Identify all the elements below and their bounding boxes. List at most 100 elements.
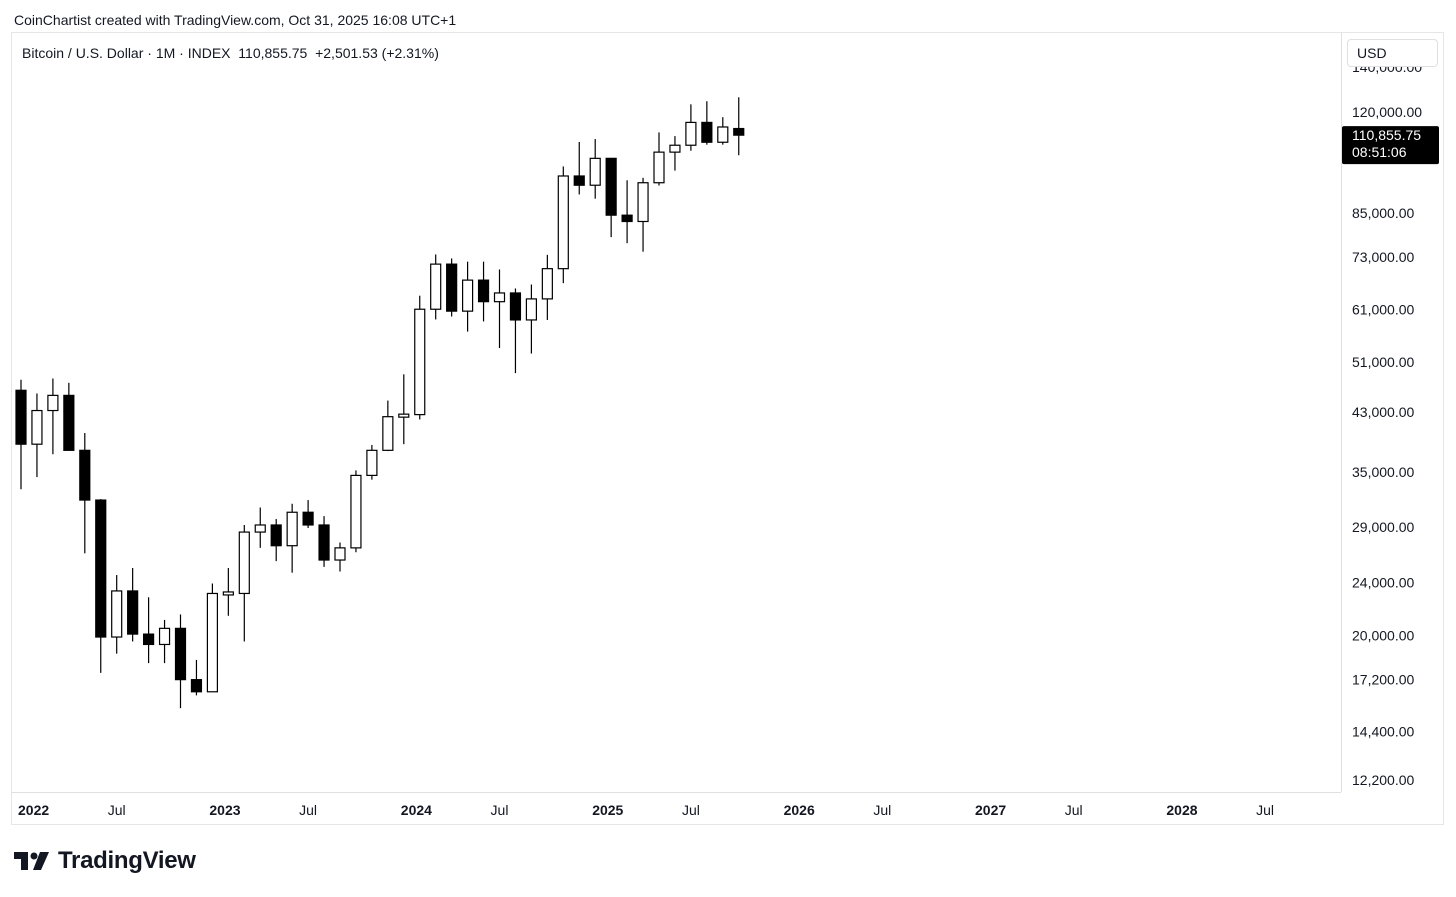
price-tick-label: 35,000.00 xyxy=(1352,464,1414,480)
price-tick-label: 17,200.00 xyxy=(1352,672,1414,688)
price-tick-label: 12,200.00 xyxy=(1352,772,1414,788)
candle[interactable] xyxy=(717,117,729,145)
candle-body-up xyxy=(382,416,394,451)
candle[interactable] xyxy=(238,524,250,642)
candle-body-up xyxy=(47,394,59,412)
candle-body-up xyxy=(206,592,218,693)
candle-body-down xyxy=(509,292,522,321)
candle[interactable] xyxy=(79,433,91,554)
candle[interactable] xyxy=(350,470,362,553)
candle[interactable] xyxy=(669,136,681,171)
candle-body-up xyxy=(430,263,442,310)
price-axis[interactable]: 200,000.00170,000.00140,000.00120,000.00… xyxy=(1341,2,1444,792)
candle[interactable] xyxy=(541,254,553,320)
legend-change: +2,501.53 (+2.31%) xyxy=(315,45,439,61)
candle[interactable] xyxy=(318,516,330,567)
candle[interactable] xyxy=(398,374,410,445)
price-tick-label: 14,400.00 xyxy=(1352,724,1414,740)
candle-body-down xyxy=(15,389,27,445)
candlestick-plot[interactable] xyxy=(11,32,1341,792)
candle[interactable] xyxy=(270,519,282,562)
candle[interactable] xyxy=(557,166,569,284)
candle-body-down xyxy=(733,127,745,136)
candle-body-up xyxy=(222,591,234,596)
chart-frame xyxy=(11,32,1444,825)
time-axis[interactable]: 2022 Jul 2023 Jul 2024 Jul 2025 Jul 2026 Jul 2027 J… xyxy=(11,792,1341,825)
candle-body-up xyxy=(685,121,697,146)
time-tick-label: 2024 xyxy=(401,802,432,818)
candle[interactable] xyxy=(190,659,203,696)
candle[interactable] xyxy=(254,507,266,548)
time-tick-label: Jul xyxy=(108,802,126,818)
candle-body-up xyxy=(717,126,729,143)
candle[interactable] xyxy=(589,139,601,199)
candle-body-up xyxy=(31,409,43,445)
candle[interactable] xyxy=(222,568,234,616)
candle[interactable] xyxy=(653,132,665,186)
currency-button[interactable]: USD xyxy=(1347,39,1438,67)
candle[interactable] xyxy=(127,568,139,642)
candle[interactable] xyxy=(509,288,522,374)
candle-body-down xyxy=(270,524,282,547)
candle[interactable] xyxy=(733,97,745,156)
candle-body-up xyxy=(158,627,171,646)
candle[interactable] xyxy=(366,444,378,480)
time-tick-label: 2028 xyxy=(1166,802,1197,818)
candle-body-up xyxy=(350,474,362,549)
price-tick-label: 29,000.00 xyxy=(1352,519,1414,535)
candle[interactable] xyxy=(621,180,633,244)
candle-body-down xyxy=(318,524,330,561)
time-axis-labels: 2022 Jul 2023 Jul 2024 Jul 2025 Jul 2026 Jul 2027 J… xyxy=(18,802,1274,818)
tradingview-logo-text: TradingView xyxy=(58,847,196,874)
candle-body-up xyxy=(254,524,266,533)
plot-area[interactable] xyxy=(11,32,1341,792)
candle-body-down xyxy=(127,590,139,635)
candle[interactable] xyxy=(685,104,697,151)
candle[interactable] xyxy=(63,382,75,451)
candle[interactable] xyxy=(462,261,474,332)
price-tick-label: 61,000.00 xyxy=(1352,302,1414,318)
time-tick-label: 2023 xyxy=(209,802,240,818)
candle[interactable] xyxy=(477,261,490,322)
candle[interactable] xyxy=(573,141,585,195)
candle[interactable] xyxy=(334,542,346,572)
candle[interactable] xyxy=(430,254,442,320)
candle[interactable] xyxy=(605,157,617,238)
time-tick-label: Jul xyxy=(491,802,509,818)
price-tick-label: 120,000.00 xyxy=(1352,104,1422,120)
last-price-tag xyxy=(1342,126,1439,165)
price-tick-label: 51,000.00 xyxy=(1352,354,1414,370)
candle[interactable] xyxy=(31,393,43,478)
candle-body-up xyxy=(366,449,378,476)
candle-body-down xyxy=(605,157,617,216)
candle[interactable] xyxy=(382,400,394,452)
candle[interactable] xyxy=(15,379,27,490)
symbol-legend[interactable]: Bitcoin / U.S. Dollar · 1M · INDEX 110,8… xyxy=(22,45,439,61)
candle[interactable] xyxy=(95,499,107,673)
candle[interactable] xyxy=(302,500,314,528)
candle[interactable] xyxy=(525,284,538,354)
candle[interactable] xyxy=(637,177,649,252)
candle[interactable] xyxy=(414,295,426,420)
candle-body-up xyxy=(557,175,569,270)
time-tick-label: Jul xyxy=(299,802,317,818)
candle[interactable] xyxy=(446,258,458,317)
candle-body-up xyxy=(111,590,123,638)
candle[interactable] xyxy=(174,614,187,709)
price-tick-label: 24,000.00 xyxy=(1352,574,1414,590)
time-tick-label: 2022 xyxy=(18,802,49,818)
last-price-tag-price: 110,855.75 xyxy=(1352,127,1421,143)
candle[interactable] xyxy=(206,583,218,693)
tradingview-logo[interactable]: TradingView xyxy=(14,845,196,877)
candle[interactable] xyxy=(143,597,155,664)
candle[interactable] xyxy=(701,101,713,145)
candle[interactable] xyxy=(493,269,506,349)
time-tick-label: Jul xyxy=(682,802,700,818)
candle[interactable] xyxy=(158,619,171,664)
candle[interactable] xyxy=(286,503,298,573)
candle[interactable] xyxy=(111,575,123,654)
candle-body-up xyxy=(637,182,649,223)
candle-body-up xyxy=(653,151,665,184)
price-tick-label: 20,000.00 xyxy=(1352,628,1414,644)
candle[interactable] xyxy=(47,378,59,455)
